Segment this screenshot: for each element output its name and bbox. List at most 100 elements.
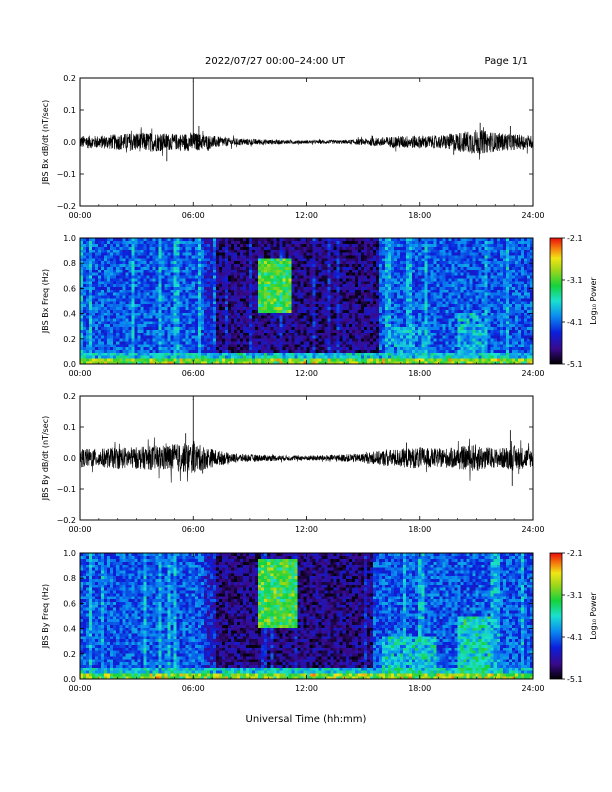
spectrogram-cell [385, 338, 389, 342]
spectrogram-cell [231, 309, 235, 313]
spectrogram-cell [279, 258, 283, 262]
spectrogram-cell [231, 246, 235, 250]
spectrogram-cell [388, 283, 392, 287]
spectrogram-cell [86, 338, 90, 342]
spectrogram-cell [173, 309, 177, 313]
spectrogram-cell [306, 352, 310, 356]
spectrogram-cell [164, 318, 168, 322]
spectrogram-cell [140, 346, 144, 350]
spectrogram-cell [158, 283, 162, 287]
spectrogram-cell [86, 361, 90, 365]
spectrogram-cell [131, 278, 135, 282]
spectrogram-cell [86, 355, 90, 359]
spectrogram-cell [397, 238, 401, 242]
spectrogram-cell [140, 341, 144, 345]
spectrogram-cell [104, 338, 108, 342]
spectrogram-column [366, 238, 371, 365]
spectrogram-cell [327, 249, 331, 253]
spectrogram-cell [403, 255, 407, 259]
spectrogram-cell [237, 252, 241, 256]
spectrogram-cell [333, 260, 337, 265]
spectrogram-cell [385, 266, 389, 270]
spectrogram-cell [324, 352, 328, 356]
spectrogram-cell [179, 321, 183, 325]
spectrogram-cell [224, 343, 229, 348]
spectrogram-cell [363, 286, 368, 290]
spectrogram-cell [333, 280, 337, 285]
spectrogram-cell [394, 315, 398, 319]
spectrogram-cell [357, 258, 362, 262]
spectrogram-cell [333, 258, 337, 262]
spectrogram-cell [273, 306, 277, 310]
spectrogram-cell [231, 275, 235, 279]
spectrogram-cell [288, 258, 292, 262]
spectrogram-column [369, 238, 374, 365]
spectrogram-cell [297, 255, 301, 259]
spectrogram-cell [264, 292, 268, 296]
spectrogram-cell [128, 349, 132, 353]
spectrogram-cell [224, 278, 229, 282]
spectrogram-cell [252, 361, 256, 365]
spectrogram-cell [227, 341, 232, 345]
spectrogram-cell [372, 309, 377, 313]
spectrogram-cell [252, 258, 256, 262]
spectrogram-column [170, 238, 174, 365]
spectrogram-cell [306, 315, 310, 319]
spectrogram-cell [312, 329, 316, 333]
spectrogram-cell [179, 338, 183, 342]
spectrogram-cell [406, 263, 410, 267]
spectrogram-cell [122, 255, 126, 259]
spectrogram-cell [119, 326, 123, 330]
spectrogram-cell [170, 355, 174, 359]
spectrogram-cell [294, 263, 298, 267]
spectrogram-cell [318, 283, 322, 287]
spectrogram-cell [203, 329, 208, 333]
spectrogram-cell [98, 306, 102, 310]
spectrogram-cell [391, 329, 395, 333]
spectrogram-cell [385, 255, 389, 259]
spectrogram-cell [354, 249, 359, 253]
spectrogram-cell [218, 280, 223, 285]
spectrogram-cell [194, 260, 199, 265]
spectrogram-cell [152, 286, 156, 290]
spectrogram-cell [218, 318, 223, 322]
spectrogram-cell [297, 358, 301, 362]
spectrogram-cell [125, 343, 129, 348]
spectrogram-cell [158, 272, 162, 276]
spectrogram-cell [249, 329, 253, 333]
spectrogram-cell [403, 298, 407, 302]
spectrogram-cell [400, 303, 404, 308]
spectrogram-cell [98, 272, 102, 276]
spectrogram-column [336, 238, 341, 365]
spectrogram-cell [388, 272, 392, 276]
spectrogram-cell [173, 318, 177, 322]
spectrogram-cell [80, 269, 84, 273]
spectrogram-cell [363, 283, 368, 287]
spectrogram-cell [397, 346, 401, 350]
spectrogram-cell [179, 306, 183, 310]
spectrogram-cell [122, 329, 126, 333]
spectrogram-cell [306, 306, 310, 310]
spectrogram-cell [342, 240, 347, 245]
spectrogram-cell [345, 289, 350, 293]
spectrogram-cell [221, 361, 226, 365]
spectrogram-cell [155, 272, 159, 276]
spectrogram-cell [397, 240, 401, 245]
spectrogram-cell [372, 269, 377, 273]
spectrogram-cell [351, 361, 356, 365]
spectrogram-cell [119, 283, 123, 287]
spectrogram-cell [339, 352, 344, 356]
spectrogram-cell [173, 295, 177, 299]
spectrogram-cell [128, 315, 132, 319]
spectrogram-cell [267, 286, 271, 290]
spectrogram-cell [104, 301, 108, 305]
spectrogram-cell [185, 352, 190, 356]
spectrogram-cell [375, 341, 380, 345]
spectrogram-cell [342, 355, 347, 359]
spectrogram-cell [125, 258, 129, 262]
spectrogram-cell [264, 286, 268, 290]
spectrogram-cell [409, 301, 413, 305]
spectrogram-cell [306, 355, 310, 359]
spectrogram-cell [125, 238, 129, 242]
spectrogram-cell [300, 312, 304, 316]
